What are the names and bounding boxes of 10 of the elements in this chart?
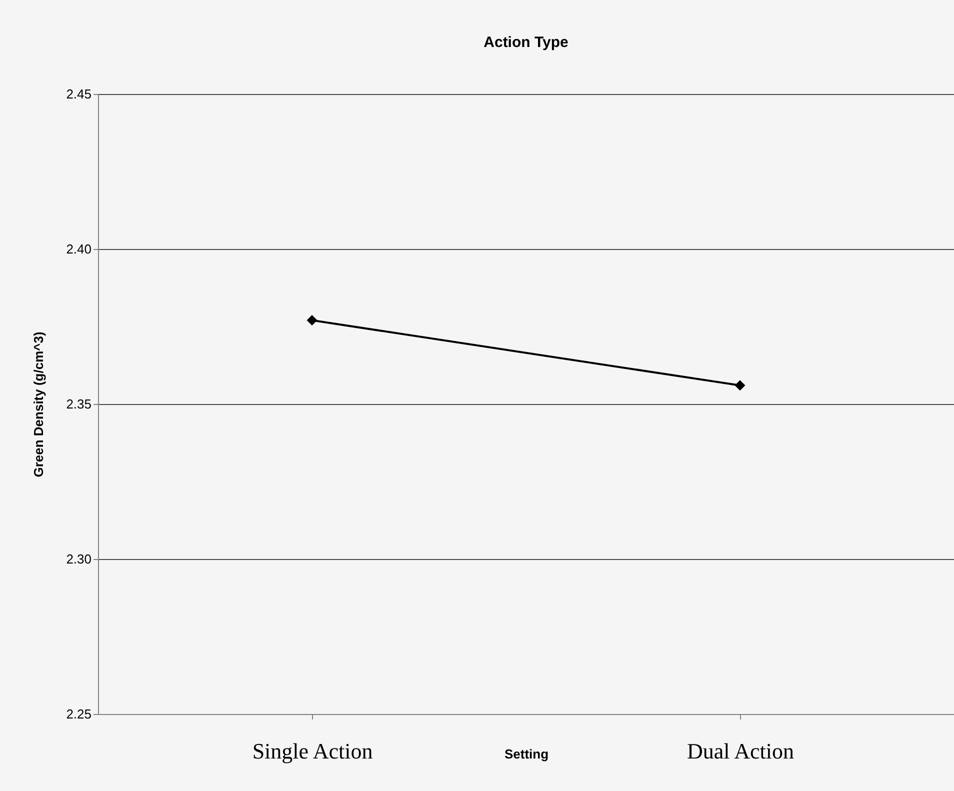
y-tick-label: 2.35: [66, 396, 92, 412]
y-tick-label: 2.25: [66, 706, 92, 722]
y-axis-title: Green Density (g/cm^3): [31, 332, 46, 478]
x-axis-title: Setting: [504, 746, 549, 762]
y-tick-label: 2.45: [66, 86, 92, 102]
x-tick-label: Dual Action: [687, 738, 794, 764]
y-tick-label: 2.30: [66, 552, 92, 566]
chart-title: Action Type: [484, 34, 568, 51]
y-tick-label: 2.40: [66, 242, 92, 256]
x-tick-label: Single Action: [252, 738, 373, 764]
